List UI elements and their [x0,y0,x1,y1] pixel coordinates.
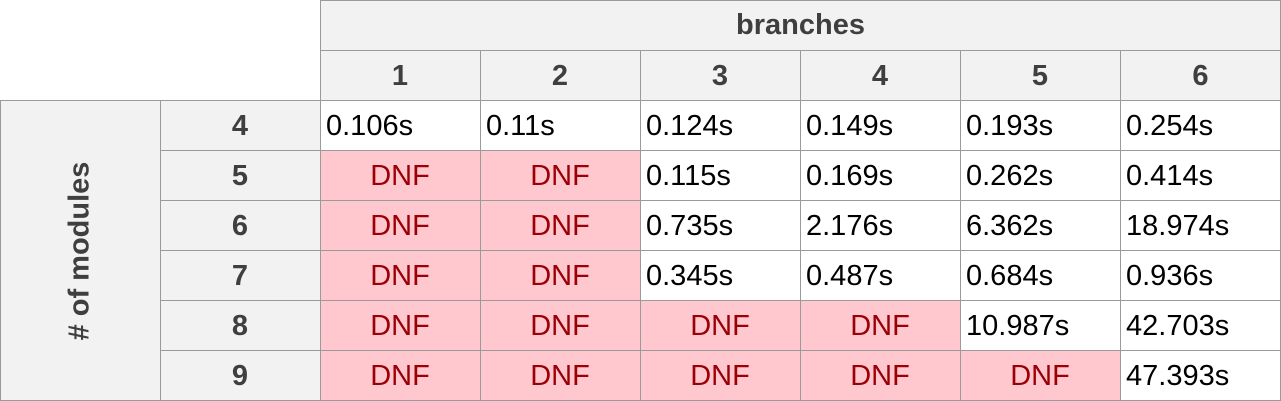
column-header-6: 6 [1120,51,1281,101]
time-cell: 0.149s [800,101,960,151]
grid-line [160,200,1281,201]
time-cell: 0.11s [480,101,640,151]
column-header-4: 4 [800,51,960,101]
row-header-9: 9 [160,351,320,401]
time-cell: 0.254s [1120,101,1281,151]
grid-line [800,50,801,401]
dnf-cell: DNF [640,301,800,351]
row-header-5: 5 [160,151,320,201]
dnf-cell: DNF [480,301,640,351]
time-cell: 0.345s [640,251,800,301]
time-cell: 0.193s [960,101,1120,151]
time-cell: 0.735s [640,201,800,251]
column-header-5: 5 [960,51,1120,101]
dnf-cell: DNF [480,251,640,301]
grid-line [160,250,1281,251]
time-cell: 0.936s [1120,251,1281,301]
time-cell: 0.487s [800,251,960,301]
row-header-8: 8 [160,301,320,351]
time-cell: 18.974s [1120,201,1281,251]
time-cell: 2.176s [800,201,960,251]
dnf-cell: DNF [800,351,960,401]
dnf-cell: DNF [800,301,960,351]
grid-line [160,300,1281,301]
dnf-cell: DNF [960,351,1120,401]
time-cell: 0.684s [960,251,1120,301]
grid-line [640,50,641,401]
dnf-cell: DNF [320,201,480,251]
dnf-cell: DNF [640,351,800,401]
time-cell: 0.115s [640,151,800,201]
dnf-cell: DNF [320,251,480,301]
grid-line [1120,50,1121,401]
dnf-cell: DNF [480,351,640,401]
column-header-3: 3 [640,51,800,101]
dnf-cell: DNF [480,201,640,251]
row-header-7: 7 [160,251,320,301]
time-cell: 0.124s [640,101,800,151]
column-header-2: 2 [480,51,640,101]
grid-line [320,0,1281,1]
row-header-4: 4 [160,101,320,151]
time-cell: 0.169s [800,151,960,201]
dnf-cell: DNF [320,151,480,201]
time-cell: 0.106s [320,101,480,151]
time-cell: 47.393s [1120,351,1281,401]
grid-line [0,100,1,401]
dnf-cell: DNF [320,351,480,401]
grid-line [160,350,1281,351]
dnf-cell: DNF [480,151,640,201]
time-cell: 0.414s [1120,151,1281,201]
grid-line [160,150,1281,151]
grid-line [960,50,961,401]
column-header-1: 1 [320,51,480,101]
grid-line [480,50,481,401]
row-group-label: # of modules [63,161,96,341]
column-group-header: branches [320,0,1281,51]
time-cell: 10.987s [960,301,1120,351]
time-cell: 42.703s [1120,301,1281,351]
row-group-header: # of modules [0,101,160,401]
time-cell: 6.362s [960,201,1120,251]
time-cell: 0.262s [960,151,1120,201]
row-header-6: 6 [160,201,320,251]
dnf-cell: DNF [320,301,480,351]
